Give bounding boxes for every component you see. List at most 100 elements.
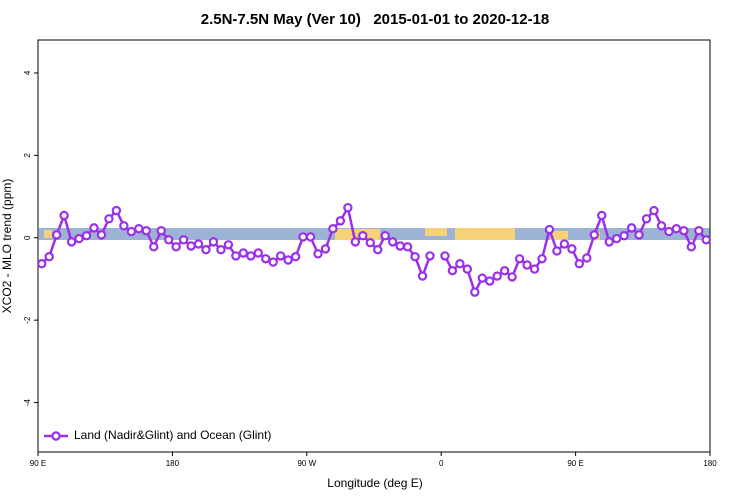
map-strip bbox=[39, 228, 710, 240]
data-point bbox=[305, 232, 316, 242]
data-point bbox=[44, 252, 54, 262]
data-point bbox=[201, 245, 211, 255]
y-tick-label: 4 bbox=[23, 70, 32, 75]
data-point bbox=[694, 226, 704, 236]
data-point bbox=[290, 252, 301, 262]
data-point bbox=[641, 214, 652, 224]
data-point bbox=[477, 273, 487, 283]
x-tick-label: 180 bbox=[703, 459, 717, 468]
data-point bbox=[171, 242, 181, 252]
data-point bbox=[514, 254, 525, 264]
data-point bbox=[66, 237, 77, 247]
data-point bbox=[358, 230, 368, 241]
data-point bbox=[343, 202, 353, 213]
legend-label: Land (Nadir&Glint) and Ocean (Glint) bbox=[74, 428, 271, 442]
data-point bbox=[604, 237, 614, 247]
data-point bbox=[37, 259, 47, 269]
data-point bbox=[298, 232, 308, 242]
data-point bbox=[365, 238, 375, 248]
data-point bbox=[163, 235, 174, 245]
data-point bbox=[246, 251, 256, 261]
data-point bbox=[231, 251, 241, 261]
data-point bbox=[119, 221, 129, 231]
data-point bbox=[597, 210, 607, 221]
data-point bbox=[686, 242, 697, 252]
data-point bbox=[522, 260, 532, 270]
data-point bbox=[485, 276, 495, 286]
land-patch bbox=[455, 228, 515, 240]
y-tick-label: -4 bbox=[23, 398, 32, 406]
data-point bbox=[178, 235, 189, 245]
data-point bbox=[507, 272, 517, 282]
data-point bbox=[552, 246, 562, 256]
data-point bbox=[208, 237, 219, 247]
data-point bbox=[462, 264, 473, 274]
x-tick-label: 90 W bbox=[297, 459, 316, 468]
data-point bbox=[559, 239, 570, 249]
plot-frame bbox=[37, 39, 711, 453]
data-point bbox=[387, 237, 398, 247]
data-point bbox=[574, 259, 585, 269]
data-point bbox=[567, 244, 577, 254]
data-point bbox=[253, 248, 263, 258]
data-point bbox=[320, 244, 331, 254]
data-point bbox=[679, 226, 689, 236]
data-point bbox=[59, 210, 69, 221]
data-point bbox=[141, 226, 151, 236]
x-tick-label: 0 bbox=[439, 459, 444, 468]
land-patch bbox=[550, 231, 568, 240]
data-point bbox=[111, 205, 122, 216]
x-tick-label: 180 bbox=[166, 459, 180, 468]
data-point bbox=[440, 251, 450, 261]
data-point bbox=[626, 223, 637, 233]
data-point bbox=[223, 240, 234, 250]
data-point bbox=[149, 242, 159, 252]
data-point bbox=[417, 271, 428, 281]
data-point bbox=[74, 233, 84, 244]
data-point bbox=[156, 226, 166, 236]
data-point bbox=[216, 245, 226, 255]
y-tick-label: 2 bbox=[23, 153, 32, 158]
y-axis-label: XCO2 - MLO trend (ppm) bbox=[0, 179, 14, 314]
data-point bbox=[529, 264, 540, 274]
data-point bbox=[701, 235, 711, 245]
data-point bbox=[402, 242, 413, 252]
data-point bbox=[328, 223, 338, 234]
y-tick-label: 0 bbox=[23, 235, 32, 240]
data-point bbox=[81, 230, 92, 241]
legend-marker bbox=[51, 431, 61, 441]
data-point bbox=[126, 226, 137, 237]
data-point bbox=[425, 251, 435, 261]
land-patch bbox=[425, 228, 447, 236]
data-point bbox=[634, 230, 644, 240]
data-point bbox=[544, 224, 555, 235]
x-axis-label: Longitude (deg E) bbox=[327, 476, 422, 490]
data-point bbox=[268, 257, 278, 267]
data-point bbox=[261, 254, 271, 264]
data-point bbox=[656, 221, 667, 231]
data-point bbox=[649, 205, 659, 216]
data-point bbox=[134, 223, 144, 234]
data-point bbox=[395, 241, 405, 251]
data-point bbox=[611, 233, 622, 244]
data-point bbox=[619, 230, 629, 241]
data-point bbox=[492, 271, 502, 281]
data-point bbox=[470, 287, 480, 297]
data-point bbox=[104, 214, 114, 224]
data-point bbox=[589, 230, 599, 240]
land-patch bbox=[44, 230, 52, 238]
data-point bbox=[283, 255, 293, 265]
data-point bbox=[499, 266, 510, 276]
data-point bbox=[671, 223, 682, 234]
data-point bbox=[275, 251, 286, 261]
x-tick-label: 90 E bbox=[567, 459, 583, 468]
y-tick-label: -2 bbox=[23, 316, 32, 324]
data-point bbox=[89, 223, 99, 233]
land-patch bbox=[335, 229, 380, 240]
data-point bbox=[238, 248, 249, 258]
data-point bbox=[537, 254, 547, 264]
data-point bbox=[51, 230, 62, 240]
data-point bbox=[410, 252, 420, 262]
data-point bbox=[380, 230, 390, 241]
